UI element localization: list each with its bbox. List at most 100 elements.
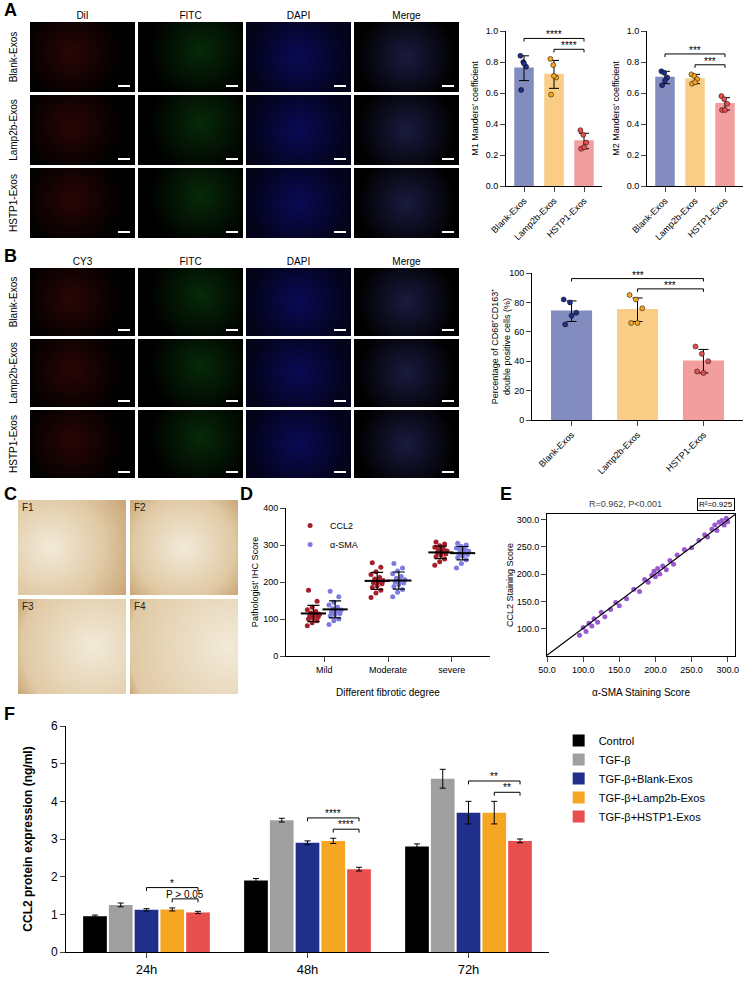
- svg-text:Mild: Mild: [316, 665, 333, 675]
- html-text:DAPI: DAPI: [286, 256, 311, 267]
- html-text:HSTP1-Exos: HSTP1-Exos: [8, 174, 19, 232]
- html-text:Blank-Exos: Blank-Exos: [8, 31, 19, 83]
- svg-text:α-SMA Staining Score: α-SMA Staining Score: [592, 687, 690, 698]
- svg-text:HSTP1-Exos: HSTP1-Exos: [664, 429, 708, 473]
- svg-text:***: ***: [632, 270, 644, 281]
- svg-text:0.4: 0.4: [627, 119, 640, 129]
- svg-text:****: ****: [325, 808, 341, 819]
- svg-text:Different fibrotic degree: Different fibrotic degree: [336, 687, 440, 698]
- svg-text:TGF-β+Lamp2b-Exos: TGF-β+Lamp2b-Exos: [599, 792, 706, 804]
- svg-text:Moderate: Moderate: [369, 665, 407, 675]
- svg-text:***: ***: [704, 56, 716, 67]
- svg-text:5: 5: [51, 757, 58, 771]
- svg-text:2: 2: [51, 870, 58, 884]
- html-text:Lamp2b-Exos: Lamp2b-Exos: [8, 99, 19, 161]
- svg-text:****: ****: [561, 40, 577, 51]
- svg-text:24h: 24h: [136, 962, 158, 977]
- svg-text:72h: 72h: [458, 962, 480, 977]
- svg-text:***: ***: [664, 280, 676, 291]
- svg-text:****: ****: [546, 29, 562, 40]
- svg-text:3: 3: [51, 832, 58, 846]
- svg-text:100.0: 100.0: [517, 624, 540, 634]
- svg-text:200: 200: [263, 577, 278, 587]
- svg-text:300.0: 300.0: [517, 515, 540, 525]
- svg-text:Lamp2b-Exos: Lamp2b-Exos: [653, 195, 700, 242]
- html-text:DAPI: DAPI: [286, 10, 311, 21]
- html-text:D: D: [240, 484, 253, 504]
- svg-text:80: 80: [514, 298, 524, 308]
- svg-text:0.4: 0.4: [486, 119, 499, 129]
- svg-text:****: ****: [338, 819, 354, 830]
- svg-text:40: 40: [514, 356, 524, 366]
- svg-text:***: ***: [689, 45, 701, 56]
- svg-text:250.0: 250.0: [517, 542, 540, 552]
- svg-text:Lamp2b-Exos: Lamp2b-Exos: [596, 429, 643, 476]
- svg-text:300: 300: [263, 540, 278, 550]
- html-text:Merge: Merge: [392, 10, 421, 21]
- svg-text:R²=0.925: R²=0.925: [699, 500, 733, 509]
- html-text:DiI: DiI: [76, 10, 89, 21]
- svg-text:1: 1: [51, 908, 58, 922]
- svg-text:100.0: 100.0: [572, 665, 595, 675]
- svg-text:4: 4: [51, 795, 58, 809]
- svg-text:R=0.962, P<0.001: R=0.962, P<0.001: [589, 499, 662, 509]
- svg-text:0.6: 0.6: [486, 88, 499, 98]
- svg-text:6: 6: [51, 719, 58, 733]
- svg-text:20: 20: [514, 386, 524, 396]
- html-text:E: E: [500, 484, 512, 504]
- svg-text:1.0: 1.0: [627, 26, 640, 36]
- svg-text:TGF-β+Blank-Exos: TGF-β+Blank-Exos: [599, 773, 694, 785]
- svg-text:300.0: 300.0: [717, 665, 740, 675]
- svg-text:48h: 48h: [297, 962, 319, 977]
- svg-text:0.2: 0.2: [486, 150, 499, 160]
- svg-text:250.0: 250.0: [680, 665, 703, 675]
- svg-text:M2 Manders' coefficient: M2 Manders' coefficient: [611, 61, 621, 156]
- svg-text:100: 100: [509, 268, 524, 278]
- svg-text:Percentage of CD68⁺CD163⁺doubl: Percentage of CD68⁺CD163⁺double positive…: [490, 289, 512, 405]
- svg-text:0.2: 0.2: [627, 150, 640, 160]
- svg-text:1.0: 1.0: [486, 26, 499, 36]
- svg-text:Blank-Exos: Blank-Exos: [489, 195, 529, 235]
- svg-text:Pathologist' IHC Score: Pathologist' IHC Score: [250, 537, 260, 627]
- svg-text:CCL2 protein expression (ng/ml: CCL2 protein expression (ng/ml): [21, 746, 35, 931]
- svg-text:400: 400: [263, 503, 278, 513]
- svg-text:60: 60: [514, 327, 524, 337]
- svg-text:100: 100: [263, 614, 278, 624]
- html-text:B: B: [4, 246, 17, 266]
- svg-text:Control: Control: [599, 735, 634, 747]
- svg-text:50.0: 50.0: [538, 665, 556, 675]
- svg-text:200.0: 200.0: [644, 665, 667, 675]
- svg-text:TGF-β+HSTP1-Exos: TGF-β+HSTP1-Exos: [599, 811, 701, 823]
- svg-text:200.0: 200.0: [517, 569, 540, 579]
- svg-text:**: **: [503, 782, 511, 793]
- svg-text:P > 0.05: P > 0.05: [166, 889, 204, 900]
- html-text:FITC: FITC: [179, 256, 202, 267]
- svg-text:Lamp2b-Exos: Lamp2b-Exos: [512, 195, 559, 242]
- svg-text:**: **: [490, 771, 498, 782]
- svg-text:0: 0: [519, 415, 524, 425]
- svg-text:α-SMA: α-SMA: [330, 540, 358, 550]
- svg-text:HSTP1-Exos: HSTP1-Exos: [686, 195, 730, 239]
- svg-text:0.0: 0.0: [486, 181, 499, 191]
- svg-text:0.8: 0.8: [627, 57, 640, 67]
- svg-text:TGF-β: TGF-β: [599, 754, 631, 766]
- svg-text:M1 Manders' coefficient: M1 Manders' coefficient: [470, 61, 480, 156]
- html-text:FITC: FITC: [179, 10, 202, 21]
- svg-text:0.8: 0.8: [486, 57, 499, 67]
- svg-text:0: 0: [273, 651, 278, 661]
- svg-text:150.0: 150.0: [608, 665, 631, 675]
- html-text:C: C: [4, 484, 17, 504]
- svg-text:CCL2: CCL2: [330, 521, 353, 531]
- svg-text:severe: severe: [438, 665, 465, 675]
- svg-text:Blank-Exos: Blank-Exos: [537, 429, 577, 469]
- svg-text:*: *: [170, 878, 174, 889]
- svg-text:HSTP1-Exos: HSTP1-Exos: [545, 195, 589, 239]
- svg-text:CCL2 Staining Score: CCL2 Staining Score: [505, 543, 515, 627]
- html-text:CY3: CY3: [72, 256, 93, 267]
- html-text:A: A: [4, 0, 17, 20]
- svg-text:0.0: 0.0: [627, 181, 640, 191]
- svg-text:Blank-Exos: Blank-Exos: [630, 195, 670, 235]
- svg-text:0: 0: [51, 945, 58, 959]
- svg-text:0.6: 0.6: [627, 88, 640, 98]
- svg-text:150.0: 150.0: [517, 597, 540, 607]
